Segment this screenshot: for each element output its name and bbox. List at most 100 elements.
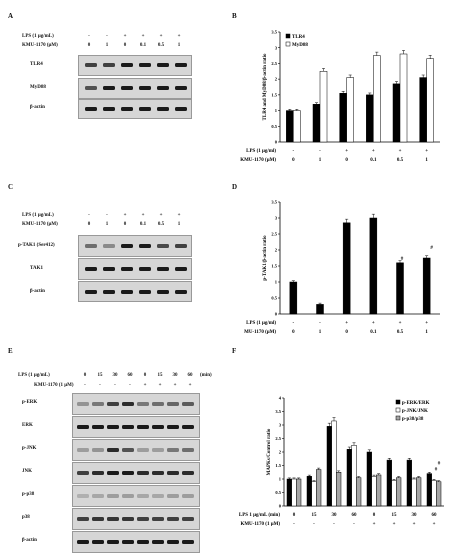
legend-swatch	[395, 415, 401, 421]
bar	[371, 476, 377, 507]
lane-cond: +	[159, 213, 163, 218]
bar	[416, 477, 422, 507]
lane-cond: -	[106, 34, 108, 39]
bar	[392, 83, 401, 143]
lane-cond: -	[88, 34, 90, 39]
bar	[339, 93, 347, 143]
bar	[436, 481, 442, 507]
blot-band	[122, 448, 134, 452]
blot-label: p38	[22, 515, 30, 520]
condition-label-kmu: MU-1170 (µM)	[244, 330, 276, 335]
y-tick-label: 1	[279, 477, 282, 482]
blot-strip	[72, 531, 200, 553]
bar	[376, 474, 382, 507]
condition-value: 30	[332, 513, 338, 518]
bar	[386, 459, 392, 507]
y-tick-label: 1	[275, 280, 278, 285]
condition-value: -	[353, 522, 355, 527]
lane-cond: -	[106, 213, 108, 218]
condition-label-lps: LPS (1 µg/ml)	[246, 149, 276, 154]
y-tick-label: 2	[279, 450, 282, 455]
blot-band	[107, 448, 119, 452]
blot-label: ERK	[22, 423, 33, 428]
blot-band	[167, 448, 179, 452]
y-tick-label: 3.5	[271, 30, 277, 35]
blot-band	[137, 471, 149, 475]
blot-band	[107, 494, 119, 498]
blot-band	[77, 448, 89, 452]
blot-band	[182, 425, 194, 429]
legend-label: TLR4	[292, 35, 305, 40]
blot-band	[122, 425, 134, 429]
lane-cond: 30	[112, 373, 118, 378]
condition-value: +	[393, 522, 396, 527]
blot-band	[77, 517, 89, 521]
bar	[366, 451, 372, 507]
blot-band	[167, 425, 179, 429]
blot-band	[77, 425, 89, 429]
blot-band	[122, 494, 134, 498]
lane-conditions: - - + + + + 0 1 0 0.1 0.5 1	[82, 34, 192, 50]
condition-value: 60	[432, 513, 438, 518]
condition-value: -	[293, 522, 295, 527]
condition-value: 30	[412, 513, 418, 518]
bar	[411, 478, 417, 507]
y-tick-label: 4	[279, 396, 282, 401]
blot-band	[92, 425, 104, 429]
lane-cond: -	[88, 213, 90, 218]
blot-band	[107, 517, 119, 521]
bar	[319, 71, 328, 143]
blot-band	[182, 540, 194, 544]
lane-cond: 15	[157, 373, 163, 378]
blot-label: TLR4	[30, 62, 43, 67]
y-tick-label: 2	[275, 77, 278, 82]
blot-label: p-p38	[22, 492, 35, 497]
lane-cond: -	[84, 383, 86, 388]
blot-band	[137, 494, 149, 498]
condition-value: 0	[292, 158, 295, 163]
blot-strip	[78, 78, 192, 99]
blot-strip	[72, 462, 200, 484]
significance-mark: #	[435, 468, 438, 473]
blot-band	[92, 448, 104, 452]
condition-value: 0.1	[370, 330, 377, 335]
condition-value: +	[372, 149, 375, 154]
blot-strip	[72, 508, 200, 530]
condition-value: 0	[345, 158, 348, 163]
blot-band	[152, 471, 164, 475]
lane-cond: +	[188, 383, 192, 388]
blot-band	[167, 494, 179, 498]
lane-cond: 0.5	[157, 43, 165, 48]
blot-band	[137, 517, 149, 521]
bar	[391, 480, 397, 507]
y-tick-label: 3.5	[275, 409, 281, 414]
blot-label: β-actin	[30, 289, 45, 294]
lane-cond: 0.1	[139, 43, 147, 48]
condition-value: 0	[345, 330, 348, 335]
condition-value: -	[333, 522, 335, 527]
y-axis-label: TLR4 and MyD88/β-actin ratio	[263, 53, 268, 120]
lane-cond: +	[177, 34, 181, 39]
blot-band	[152, 540, 164, 544]
condition-label-lps: LPS (1 µg/mL)	[18, 373, 50, 378]
lane-cond: +	[123, 213, 127, 218]
y-tick-label: 1.5	[271, 92, 277, 97]
blot-band	[152, 402, 164, 406]
lane-cond: +	[141, 34, 145, 39]
lane-cond: 0	[123, 222, 127, 227]
y-tick-label: 0.5	[275, 490, 281, 495]
y-tick-label: 0.5	[271, 296, 277, 301]
blot-band	[137, 425, 149, 429]
lane-cond: 15	[97, 373, 103, 378]
y-tick-label: 0	[279, 504, 282, 509]
bar	[312, 104, 321, 143]
significance-mark: #	[401, 257, 404, 262]
blot-band	[182, 517, 194, 521]
bar	[311, 481, 317, 507]
lane-cond: +	[159, 34, 163, 39]
blot-band	[122, 517, 134, 521]
blot-band	[137, 448, 149, 452]
blot-strip	[72, 485, 200, 507]
bar	[306, 476, 312, 507]
